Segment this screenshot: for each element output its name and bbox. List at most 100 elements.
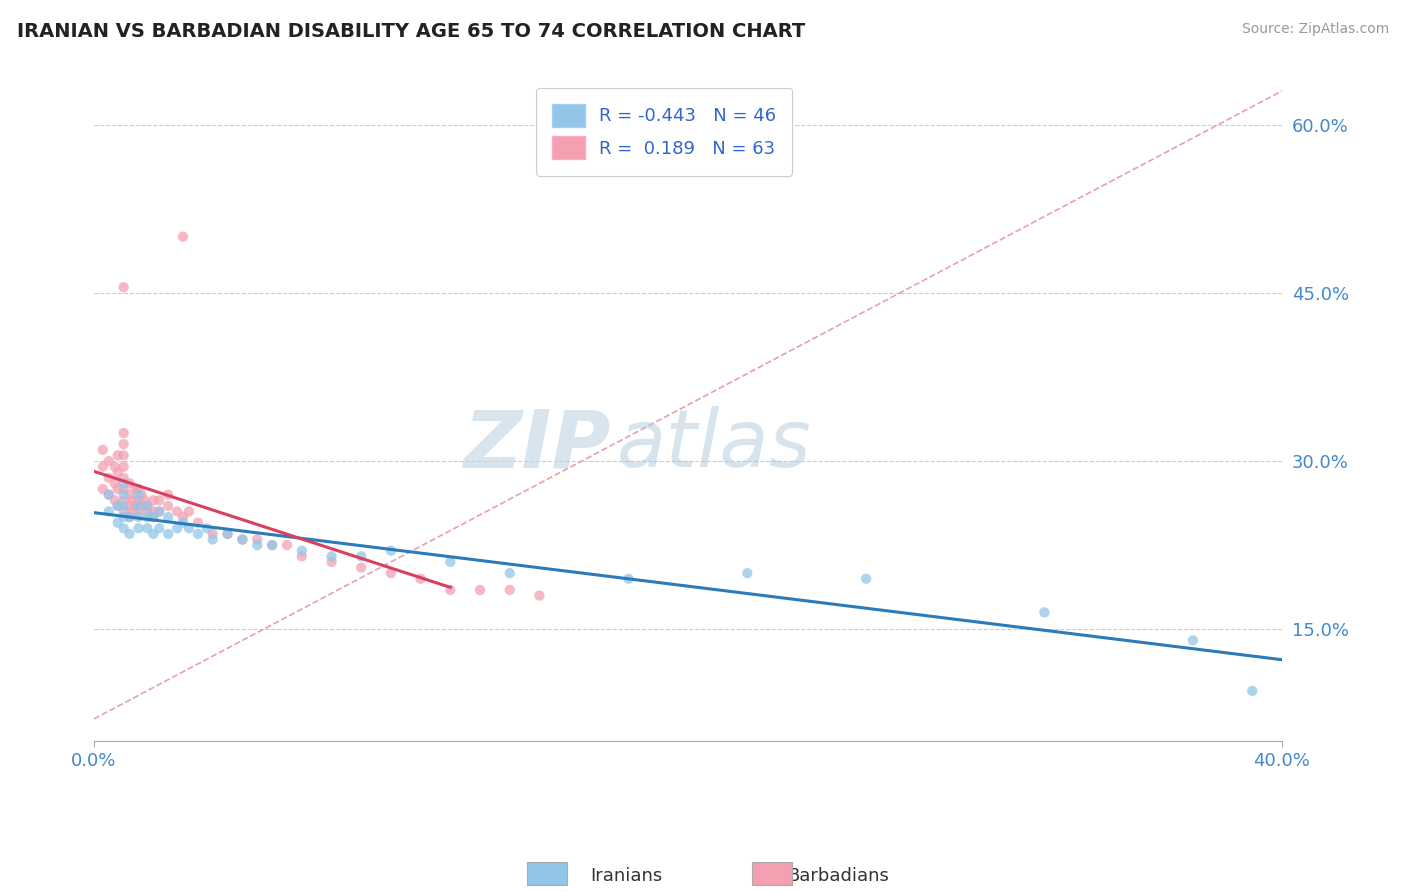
Point — [321, 549, 343, 564]
Point — [262, 538, 284, 552]
Point — [380, 566, 402, 581]
Point — [195, 521, 218, 535]
Point — [157, 499, 180, 513]
Point — [121, 504, 143, 518]
Point — [107, 499, 129, 513]
Point — [177, 521, 200, 535]
Point — [112, 476, 135, 491]
Text: atlas: atlas — [617, 406, 811, 484]
Point — [124, 499, 146, 513]
Point — [617, 572, 640, 586]
Point — [499, 566, 522, 581]
Point — [468, 582, 491, 597]
Point — [97, 504, 120, 518]
Point — [136, 510, 159, 524]
Point — [118, 510, 141, 524]
Text: Iranians: Iranians — [591, 867, 662, 885]
Point — [107, 465, 129, 479]
Point — [350, 549, 373, 564]
Point — [118, 527, 141, 541]
Point — [112, 488, 135, 502]
Point — [107, 482, 129, 496]
Point — [134, 493, 156, 508]
Point — [157, 510, 180, 524]
Point — [177, 504, 200, 518]
Point — [142, 493, 165, 508]
Point — [291, 543, 314, 558]
Point — [118, 510, 141, 524]
Text: ZIP: ZIP — [464, 406, 610, 484]
Point — [118, 499, 141, 513]
Legend: R = -0.443   N = 46, R =  0.189   N = 63: R = -0.443 N = 46, R = 0.189 N = 63 — [536, 87, 793, 176]
Point — [97, 471, 120, 485]
Point — [148, 493, 170, 508]
Point — [118, 476, 141, 491]
Point — [172, 229, 194, 244]
Point — [262, 538, 284, 552]
Point — [136, 521, 159, 535]
Text: Barbadians: Barbadians — [787, 867, 889, 885]
Point — [166, 504, 188, 518]
Point — [142, 510, 165, 524]
Point — [112, 493, 135, 508]
Point — [201, 527, 224, 541]
Point — [246, 533, 269, 547]
Point — [112, 521, 135, 535]
Point — [166, 521, 188, 535]
Point — [104, 459, 127, 474]
Point — [112, 425, 135, 440]
Point — [855, 572, 877, 586]
Point — [112, 280, 135, 294]
Point — [97, 488, 120, 502]
Point — [91, 442, 114, 457]
Point — [127, 510, 149, 524]
Point — [112, 504, 135, 518]
Point — [1033, 606, 1056, 620]
Point — [148, 504, 170, 518]
Point — [91, 459, 114, 474]
Point — [104, 493, 127, 508]
Point — [127, 499, 149, 513]
Point — [131, 499, 153, 513]
Point — [107, 499, 129, 513]
Point — [107, 516, 129, 530]
Point — [127, 493, 149, 508]
Point — [291, 549, 314, 564]
Point — [124, 482, 146, 496]
Point — [148, 521, 170, 535]
Point — [231, 533, 253, 547]
Point — [276, 538, 298, 552]
Point — [142, 510, 165, 524]
Point — [217, 527, 239, 541]
Point — [112, 482, 135, 496]
Point — [321, 555, 343, 569]
Point — [112, 499, 135, 513]
Point — [136, 499, 159, 513]
Point — [231, 533, 253, 547]
Point — [217, 527, 239, 541]
Point — [350, 560, 373, 574]
Point — [409, 572, 432, 586]
Point — [118, 488, 141, 502]
Point — [157, 527, 180, 541]
Point — [142, 527, 165, 541]
Point — [112, 459, 135, 474]
Point — [246, 538, 269, 552]
Point — [112, 449, 135, 463]
Point — [127, 482, 149, 496]
Point — [136, 504, 159, 518]
Text: Source: ZipAtlas.com: Source: ZipAtlas.com — [1241, 22, 1389, 37]
Point — [172, 516, 194, 530]
Point — [172, 510, 194, 524]
Point — [737, 566, 759, 581]
Point — [107, 449, 129, 463]
Point — [127, 488, 149, 502]
Point — [187, 516, 209, 530]
Point — [112, 471, 135, 485]
Point — [112, 510, 135, 524]
Point — [499, 582, 522, 597]
Point — [127, 521, 149, 535]
Point — [148, 504, 170, 518]
Point — [529, 589, 551, 603]
Point — [131, 488, 153, 502]
